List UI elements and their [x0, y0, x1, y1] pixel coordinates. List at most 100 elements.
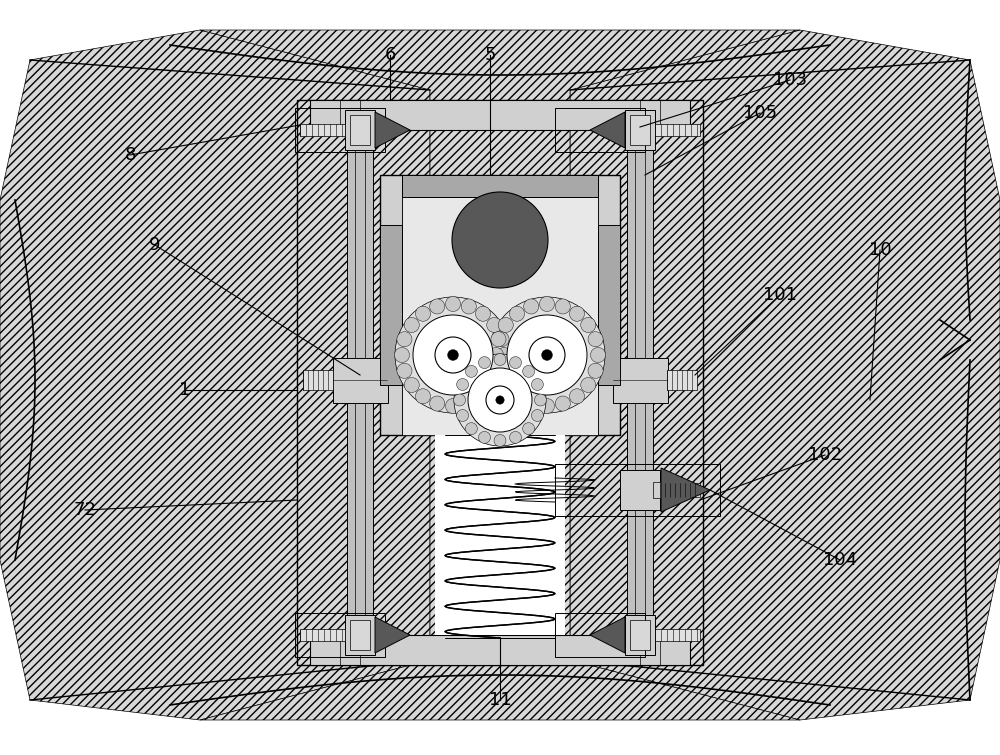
Circle shape	[494, 353, 506, 365]
Bar	[380, 175, 620, 435]
Circle shape	[523, 365, 535, 378]
Bar	[380, 225, 402, 385]
Circle shape	[454, 354, 546, 446]
Text: 1: 1	[179, 381, 191, 399]
Bar	[300, 629, 345, 641]
Circle shape	[445, 399, 461, 414]
Polygon shape	[0, 30, 430, 720]
Circle shape	[404, 317, 419, 332]
Circle shape	[510, 356, 521, 368]
Circle shape	[395, 297, 511, 413]
Bar	[435, 435, 565, 635]
Circle shape	[588, 363, 603, 378]
Text: 8: 8	[124, 146, 136, 164]
Text: 104: 104	[823, 551, 857, 569]
Circle shape	[539, 297, 555, 312]
Circle shape	[487, 317, 502, 332]
Bar	[625, 615, 655, 655]
Bar	[350, 620, 370, 650]
Circle shape	[496, 396, 504, 404]
Text: 102: 102	[808, 446, 842, 464]
Circle shape	[524, 396, 539, 411]
Circle shape	[415, 307, 431, 321]
Text: 5: 5	[484, 46, 496, 64]
Circle shape	[394, 347, 410, 362]
Bar	[402, 175, 598, 197]
Bar	[303, 370, 333, 390]
Circle shape	[430, 396, 445, 411]
Circle shape	[415, 389, 431, 404]
Circle shape	[465, 365, 477, 378]
Bar	[660, 483, 700, 497]
Circle shape	[479, 431, 490, 443]
Circle shape	[494, 331, 509, 347]
Circle shape	[509, 389, 525, 404]
Circle shape	[465, 423, 477, 435]
Polygon shape	[200, 30, 800, 720]
Circle shape	[569, 307, 585, 321]
Circle shape	[479, 356, 490, 368]
Polygon shape	[661, 468, 710, 512]
Bar	[630, 115, 650, 145]
Circle shape	[445, 297, 461, 312]
Bar	[333, 358, 388, 403]
Circle shape	[529, 337, 565, 373]
Circle shape	[487, 378, 502, 393]
Circle shape	[531, 409, 543, 421]
Bar	[300, 124, 345, 136]
Bar	[555, 108, 645, 152]
Circle shape	[488, 347, 504, 362]
Text: 103: 103	[773, 71, 807, 89]
Bar	[555, 464, 720, 516]
Bar	[627, 130, 653, 635]
Circle shape	[454, 394, 466, 406]
Text: 11: 11	[489, 691, 511, 709]
Circle shape	[404, 378, 419, 393]
Circle shape	[531, 378, 543, 390]
Text: 9: 9	[149, 236, 161, 254]
Polygon shape	[590, 112, 625, 148]
Circle shape	[523, 423, 535, 435]
Bar	[297, 100, 703, 665]
Circle shape	[448, 350, 458, 360]
Bar	[310, 100, 690, 130]
Circle shape	[413, 315, 493, 395]
Circle shape	[430, 299, 445, 314]
Bar	[555, 613, 645, 657]
Polygon shape	[590, 617, 625, 653]
Bar	[350, 115, 370, 145]
Circle shape	[498, 378, 513, 393]
Circle shape	[581, 317, 596, 332]
Circle shape	[475, 307, 491, 321]
Circle shape	[491, 331, 506, 347]
Circle shape	[555, 396, 570, 411]
Bar	[653, 482, 661, 498]
Circle shape	[475, 389, 491, 404]
Circle shape	[494, 363, 509, 378]
Circle shape	[590, 347, 606, 362]
Polygon shape	[375, 112, 410, 148]
Text: 6: 6	[384, 46, 396, 64]
Circle shape	[510, 431, 521, 443]
Circle shape	[555, 299, 570, 314]
Circle shape	[457, 409, 469, 421]
Bar	[667, 370, 697, 390]
Circle shape	[498, 317, 513, 332]
Circle shape	[468, 368, 532, 432]
Circle shape	[569, 389, 585, 404]
Circle shape	[457, 378, 469, 390]
Bar	[625, 110, 655, 150]
Text: 10: 10	[869, 241, 891, 259]
Bar	[620, 470, 660, 510]
Circle shape	[581, 378, 596, 393]
Circle shape	[397, 363, 412, 378]
Circle shape	[461, 396, 476, 411]
Bar	[347, 130, 373, 635]
Bar	[630, 620, 650, 650]
Bar	[655, 124, 700, 136]
Circle shape	[509, 307, 525, 321]
Circle shape	[397, 331, 412, 347]
Circle shape	[524, 299, 539, 314]
Circle shape	[588, 331, 603, 347]
Polygon shape	[570, 30, 1000, 720]
